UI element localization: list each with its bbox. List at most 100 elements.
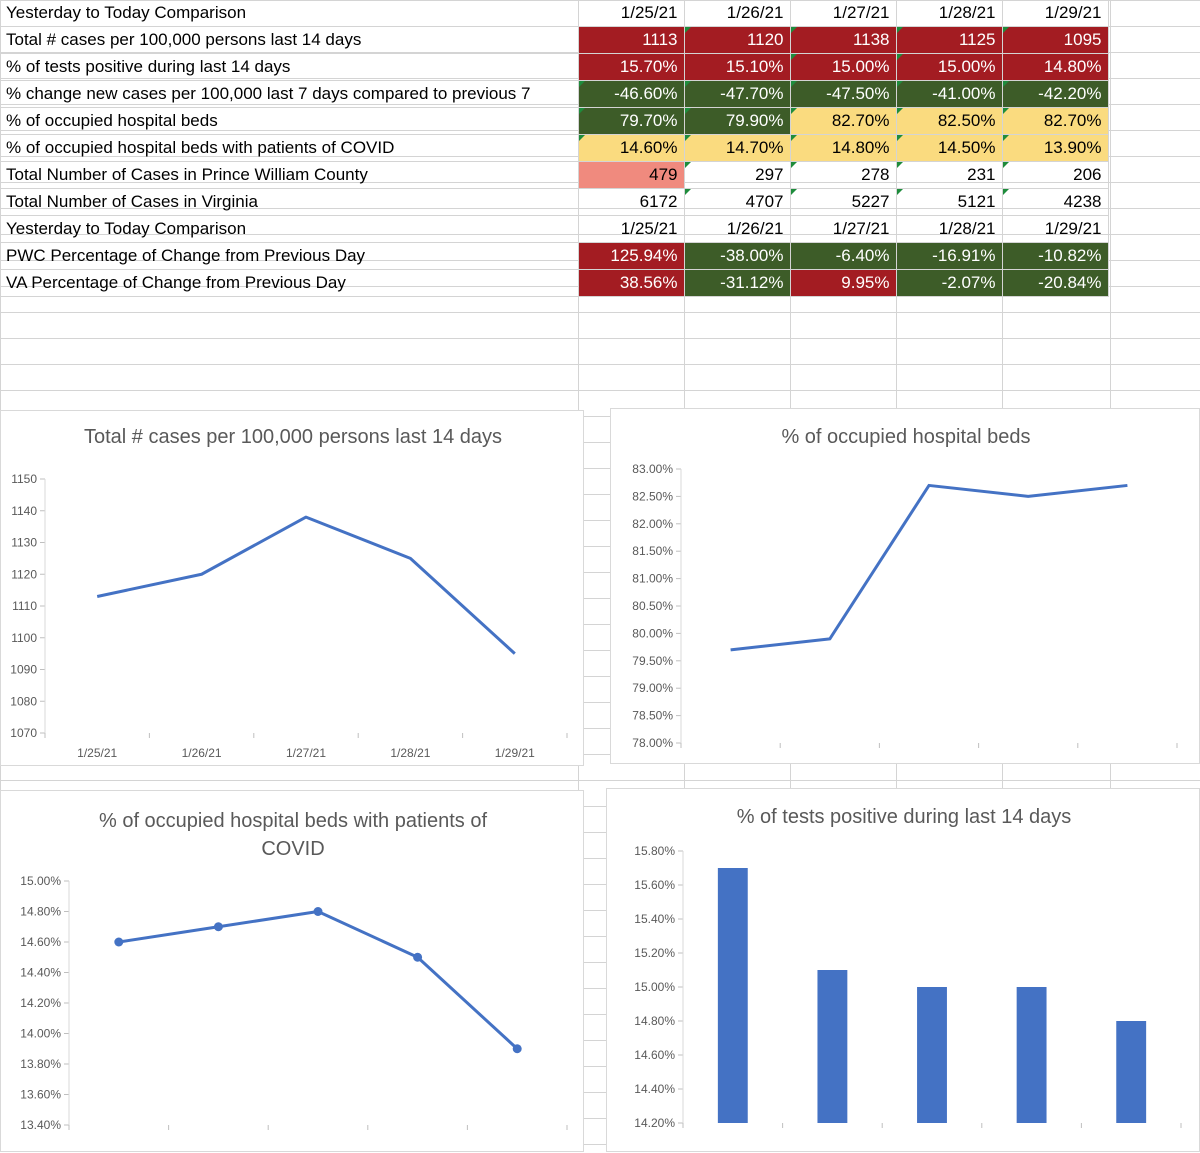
value-cell[interactable]: -47.70% [684, 80, 791, 108]
y-tick-label: 14.40% [20, 966, 61, 980]
error-flag-icon [1002, 162, 1009, 168]
value-cell[interactable]: -38.00% [684, 242, 791, 270]
value-cell[interactable]: 9.95% [790, 269, 897, 297]
value-cell[interactable]: 278 [790, 161, 897, 189]
value-cell[interactable]: 297 [684, 161, 791, 189]
value-cell[interactable]: 15.70% [578, 53, 685, 81]
value-cell[interactable]: 14.60% [578, 134, 685, 162]
data-point [114, 937, 124, 947]
value-cell[interactable]: -20.84% [1002, 269, 1109, 297]
value-cell[interactable]: 14.80% [1002, 53, 1109, 81]
value-cell[interactable]: 13.90% [1002, 134, 1109, 162]
value-cell[interactable]: 6172 [578, 188, 685, 216]
value-cell[interactable]: 5121 [896, 188, 1003, 216]
value-cell[interactable]: 1/29/21 [1002, 215, 1109, 243]
error-flag-icon [684, 189, 691, 195]
value-cell[interactable]: 14.80% [790, 134, 897, 162]
value-text: -47.50% [826, 84, 890, 103]
value-cell[interactable]: 125.94% [578, 242, 685, 270]
value-cell[interactable]: -2.07% [896, 269, 1003, 297]
bar [717, 868, 748, 1123]
row-label-cell[interactable]: % change new cases per 100,000 last 7 da… [0, 80, 579, 108]
value-cell[interactable]: 14.70% [684, 134, 791, 162]
value-text: 15.00% [937, 57, 996, 76]
value-cell[interactable]: 5227 [790, 188, 897, 216]
value-text: 14.80% [831, 138, 890, 157]
row-label-cell[interactable]: Total Number of Cases in Prince William … [0, 161, 579, 189]
value-text: 5227 [851, 192, 890, 211]
row-label-cell[interactable]: % of occupied hospital beds with patient… [0, 134, 579, 162]
row-label-cell[interactable]: Total Number of Cases in Virginia [0, 188, 579, 216]
value-text: 125.94% [610, 246, 678, 265]
series-line [118, 910, 519, 1050]
value-cell[interactable]: -47.50% [790, 80, 897, 108]
row-label-cell[interactable]: Yesterday to Today Comparison [0, 215, 579, 243]
cases-per-100k-chart[interactable]: Total # cases per 100,000 persons last 1… [0, 410, 584, 766]
y-tick-label: 15.80% [634, 844, 675, 858]
row-label-cell[interactable]: % of tests positive during last 14 days [0, 53, 579, 81]
value-cell[interactable]: -41.00% [896, 80, 1003, 108]
y-tick-label: 1130 [11, 536, 37, 550]
value-cell[interactable]: -6.40% [790, 242, 897, 270]
value-cell[interactable]: 4707 [684, 188, 791, 216]
y-tick-label: 15.20% [634, 946, 675, 960]
y-tick-label: 80.50% [632, 599, 673, 613]
date-header-cell[interactable]: 1/25/21 [578, 0, 685, 27]
value-cell[interactable]: -46.60% [578, 80, 685, 108]
value-cell[interactable]: 1/28/21 [896, 215, 1003, 243]
value-cell[interactable]: -16.91% [896, 242, 1003, 270]
value-cell[interactable]: 231 [896, 161, 1003, 189]
table-row: Total Number of Cases in Virginia 6172 470… [0, 188, 1109, 216]
chart-svg: Total # cases per 100,000 persons last 1… [10, 426, 568, 760]
value-cell[interactable]: 82.70% [1002, 107, 1109, 135]
date-header-cell[interactable]: 1/26/21 [684, 0, 791, 27]
occupied-beds-chart[interactable]: % of occupied hospital beds 83.00% 82.50% 8… [610, 408, 1200, 764]
value-cell[interactable]: 1113 [578, 26, 685, 54]
date-header-cell[interactable]: 1/29/21 [1002, 0, 1109, 27]
value-cell[interactable]: 1125 [896, 26, 1003, 54]
value-cell[interactable]: 1/25/21 [578, 215, 685, 243]
header-label-cell[interactable]: Yesterday to Today Comparison [0, 0, 579, 27]
tests-positive-chart[interactable]: % of tests positive during last 14 days 1… [606, 788, 1200, 1152]
value-cell[interactable]: 1120 [684, 26, 791, 54]
x-tick-label: 1/29/21 [495, 746, 535, 760]
value-cell[interactable]: 206 [1002, 161, 1109, 189]
bar [817, 970, 848, 1123]
y-tick-label: 79.50% [632, 654, 673, 668]
y-tick-label: 1150 [11, 472, 37, 486]
value-cell[interactable]: 479 [578, 161, 685, 189]
value-text: 206 [1073, 165, 1102, 184]
y-tick-label: 13.80% [20, 1057, 61, 1071]
value-cell[interactable]: -42.20% [1002, 80, 1109, 108]
value-text: 1/25/21 [620, 219, 678, 238]
row-label-cell[interactable]: Total # cases per 100,000 persons last 1… [0, 26, 579, 54]
row-label-cell[interactable]: PWC Percentage of Change from Previous D… [0, 242, 579, 270]
value-text: 79.70% [619, 111, 678, 130]
error-flag-icon [896, 54, 903, 60]
value-cell[interactable]: -10.82% [1002, 242, 1109, 270]
value-text: -38.00% [720, 246, 784, 265]
value-cell[interactable]: 15.00% [790, 53, 897, 81]
value-cell[interactable]: 1/26/21 [684, 215, 791, 243]
value-cell[interactable]: 82.50% [896, 107, 1003, 135]
value-cell[interactable]: 82.70% [790, 107, 897, 135]
value-cell[interactable]: 79.90% [684, 107, 791, 135]
date-header-cell[interactable]: 1/27/21 [790, 0, 897, 27]
value-cell[interactable]: 14.50% [896, 134, 1003, 162]
value-cell[interactable]: 1095 [1002, 26, 1109, 54]
value-cell[interactable]: 15.10% [684, 53, 791, 81]
value-cell[interactable]: 79.70% [578, 107, 685, 135]
value-text: -41.00% [932, 84, 996, 103]
row-label-cell[interactable]: VA Percentage of Change from Previous Da… [0, 269, 579, 297]
value-cell[interactable]: 15.00% [896, 53, 1003, 81]
value-cell[interactable]: 1138 [790, 26, 897, 54]
row-label-cell[interactable]: % of occupied hospital beds [0, 107, 579, 135]
table-row: VA Percentage of Change from Previous Da… [0, 269, 1109, 297]
value-cell[interactable]: 4238 [1002, 188, 1109, 216]
value-cell[interactable]: -31.12% [684, 269, 791, 297]
covid-beds-chart[interactable]: % of occupied hospital beds with patient… [0, 790, 584, 1152]
value-text: -10.82% [1038, 246, 1102, 265]
value-cell[interactable]: 1/27/21 [790, 215, 897, 243]
date-header-cell[interactable]: 1/28/21 [896, 0, 1003, 27]
value-cell[interactable]: 38.56% [578, 269, 685, 297]
